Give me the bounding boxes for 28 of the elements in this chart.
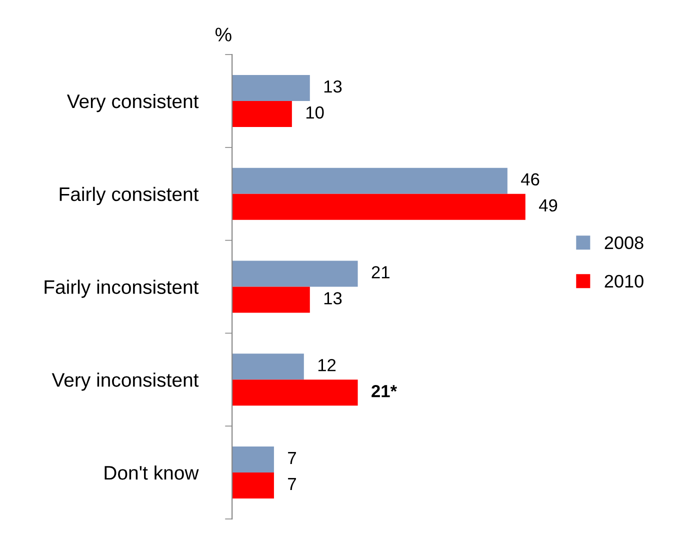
y-tick-label: Very inconsistent bbox=[52, 372, 199, 391]
y-tick-label: Fairly inconsistent bbox=[44, 280, 199, 298]
bar bbox=[232, 75, 310, 102]
bar bbox=[232, 354, 304, 380]
data-label: 10 bbox=[306, 106, 324, 119]
data-label: 13 bbox=[324, 80, 342, 93]
data-label: 49 bbox=[538, 199, 558, 212]
bar bbox=[232, 194, 526, 220]
data-label: 13 bbox=[324, 292, 342, 304]
bar bbox=[232, 380, 358, 406]
legend-label: 2008 bbox=[604, 236, 644, 250]
y-axis-title: % bbox=[215, 28, 232, 42]
data-label: 21* bbox=[372, 385, 398, 398]
bar bbox=[232, 260, 358, 287]
legend-label: 2010 bbox=[604, 274, 644, 288]
y-tick-label: Very consistent bbox=[66, 94, 199, 112]
data-label: 7 bbox=[288, 452, 296, 464]
bar bbox=[232, 286, 310, 313]
data-label: 7 bbox=[288, 478, 296, 490]
y-tick-label: Fairly consistent bbox=[60, 186, 199, 205]
bar bbox=[232, 101, 292, 128]
y-tick-label: Don't know bbox=[104, 465, 199, 480]
data-label: 46 bbox=[521, 173, 540, 186]
data-label: 21 bbox=[372, 266, 390, 278]
data-label: 12 bbox=[318, 359, 336, 372]
bar bbox=[232, 168, 508, 194]
bar bbox=[232, 446, 274, 473]
bar bbox=[232, 472, 274, 499]
